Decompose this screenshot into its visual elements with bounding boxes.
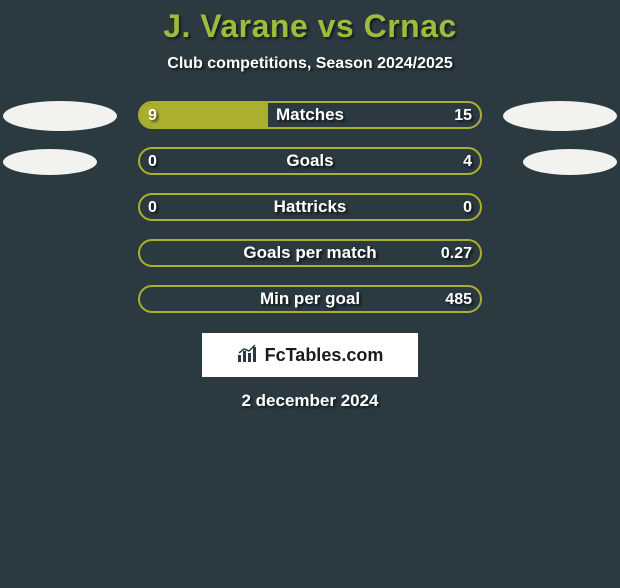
stat-bar: Hattricks xyxy=(138,193,482,221)
stat-row: Hattricks 0 0 xyxy=(0,193,620,223)
stat-label: Goals per match xyxy=(243,243,376,263)
stat-label: Goals xyxy=(286,151,333,171)
stat-label: Min per goal xyxy=(260,289,360,309)
stat-value-right: 15 xyxy=(454,107,472,125)
stat-value-right: 4 xyxy=(463,153,472,171)
player-badge-right xyxy=(503,101,617,131)
player-badge-right xyxy=(523,149,617,175)
page-title: J. Varane vs Crnac xyxy=(0,8,620,45)
player-badge-left xyxy=(3,101,117,131)
date-label: 2 december 2024 xyxy=(0,391,620,411)
stat-value-right: 0 xyxy=(463,199,472,217)
stat-bar: Goals xyxy=(138,147,482,175)
stat-label: Hattricks xyxy=(274,197,347,217)
chart-icon xyxy=(237,343,259,368)
stat-row: Goals 0 4 xyxy=(0,147,620,177)
stat-label: Matches xyxy=(276,105,344,125)
stat-value-left: 9 xyxy=(148,107,157,125)
stat-bar: Goals per match xyxy=(138,239,482,267)
logo-text: FcTables.com xyxy=(265,345,384,366)
stat-row: Goals per match 0.27 xyxy=(0,239,620,269)
player-badge-left xyxy=(3,149,97,175)
stat-value-left: 0 xyxy=(148,199,157,217)
logo: FcTables.com xyxy=(237,343,384,368)
stat-bar: Min per goal xyxy=(138,285,482,313)
stat-row: Min per goal 485 xyxy=(0,285,620,315)
logo-box: FcTables.com xyxy=(202,333,418,377)
stat-rows: Matches 9 15 Goals 0 4 Hattricks 0 0 Goals per ma… xyxy=(0,101,620,315)
stat-row: Matches 9 15 xyxy=(0,101,620,131)
stat-bar: Matches xyxy=(138,101,482,129)
stat-bar-fill xyxy=(140,103,268,127)
stat-value-left: 0 xyxy=(148,153,157,171)
stat-value-right: 0.27 xyxy=(441,245,472,263)
stat-value-right: 485 xyxy=(445,291,472,309)
subtitle: Club competitions, Season 2024/2025 xyxy=(0,55,620,73)
